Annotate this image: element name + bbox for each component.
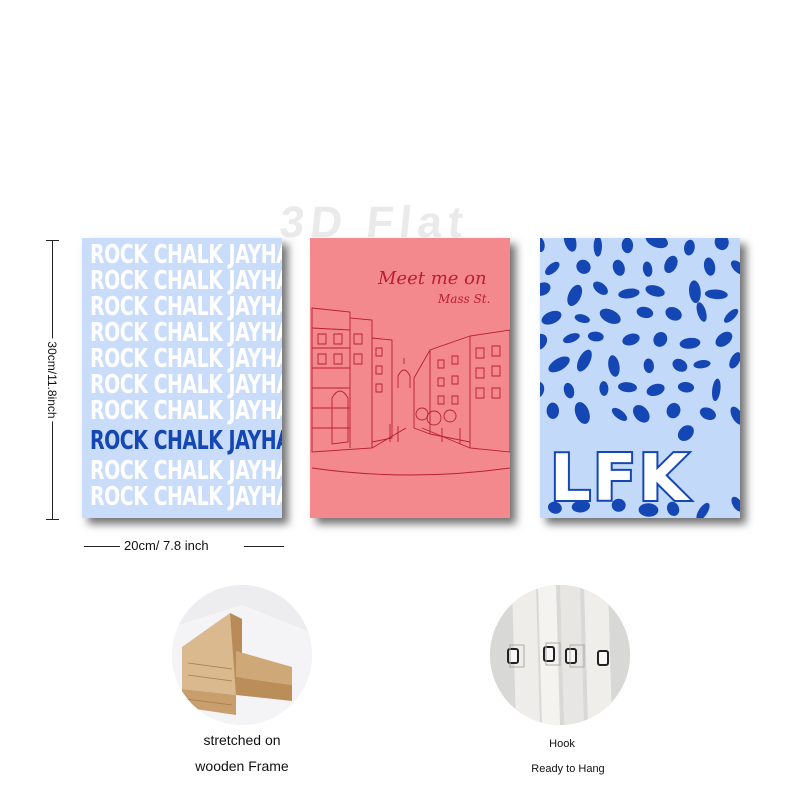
leopard-spot [714, 238, 729, 251]
frame-caption-line2: wooden Frame [195, 758, 289, 774]
leopard-spot [593, 281, 608, 295]
leopard-spot [645, 238, 668, 249]
leopard-spot [541, 310, 562, 325]
repeated-text-row: ROCK CHALK JAYHAWK [90, 370, 282, 400]
leopard-spot [693, 359, 711, 369]
leopard-spot [599, 381, 609, 396]
hook-caption-line2: Ready to Hang [531, 763, 605, 775]
leopard-spot [611, 407, 628, 421]
leopard-spot [574, 314, 590, 324]
leopard-spot [699, 407, 716, 421]
leopard-spot [618, 382, 637, 393]
repeated-text-row: ROCK CHALK JAYHAWK [90, 240, 282, 270]
leopard-spot [576, 259, 591, 274]
leopard-spot [653, 332, 668, 347]
street-sketch-illustration [311, 307, 510, 476]
repeated-text-row: ROCK CHALK JAYHAWK [90, 344, 282, 374]
leopard-spot [545, 261, 560, 276]
wooden-frame-illustration [172, 585, 312, 725]
width-dimension-line-left [84, 546, 120, 547]
leopard-spot [633, 405, 650, 423]
leopard-spot [587, 331, 604, 342]
height-dimension-tick-top [46, 240, 59, 241]
leopard-spot [571, 500, 591, 513]
repeated-text-row: ROCK CHALK JAYHAWK [90, 292, 282, 322]
leopard-spot [677, 381, 695, 393]
leopard-spot [548, 356, 570, 373]
leopard-spot [563, 333, 580, 344]
repeated-text-row: ROCK CHALK JAYHAWK [90, 318, 282, 348]
leopard-spot [563, 238, 577, 252]
width-dimension-label: 20cm/ 7.8 inch [124, 538, 209, 553]
repeated-text-row: ROCK CHALK JAYHAWK [90, 266, 282, 296]
highlight-text-row: ROCK CHALK JAYHAWK [90, 426, 282, 456]
leopard-spot [622, 333, 640, 346]
print-lfk-leopard: LFK [540, 238, 740, 518]
print-meet-me-on-mass-st: Meet me on Mass St. [310, 238, 510, 518]
repeated-text-row: ROCK CHALK JAYHAWK [90, 456, 282, 486]
leopard-spot [712, 378, 721, 402]
hook-caption-line1: Hook [549, 738, 575, 750]
leopard-spot [593, 238, 602, 257]
leopard-spot [723, 308, 739, 323]
frame-caption-line1: stretched on [203, 732, 281, 748]
print-headline: Meet me on [378, 268, 487, 289]
leopard-spot [730, 260, 740, 275]
width-dimension-line-right [244, 546, 284, 547]
leopard-spot [567, 284, 583, 306]
leopard-spot [730, 406, 740, 425]
leopard-spot [563, 382, 575, 399]
leopard-pattern-illustration [540, 238, 740, 518]
leopard-spot [677, 425, 694, 441]
leopard-spot [540, 238, 545, 253]
leopard-spot [621, 238, 634, 254]
hook-illustration [490, 585, 630, 725]
leopard-spot [540, 333, 548, 350]
wooden-frame-photo [172, 585, 312, 725]
repeated-text-row: ROCK CHALK JAYHAWK [90, 396, 282, 426]
print-rock-chalk-jayhawk: ROCK CHALK JAYHAWK ROCK CHALK JAYHAWK RO… [82, 238, 282, 518]
leopard-spot [704, 289, 728, 300]
leopard-spot [574, 402, 590, 424]
leopard-spot [731, 496, 740, 512]
repeated-text-row: ROCK CHALK JAYHAWK [90, 482, 282, 512]
leopard-spot [665, 306, 682, 321]
leopard-spot [715, 331, 733, 347]
height-dimension-label: 30cm/11.8inch [45, 338, 59, 422]
leopard-spot [638, 503, 659, 517]
leopard-spot [547, 501, 562, 514]
leopard-spot [546, 402, 560, 419]
leopard-spot [696, 502, 710, 518]
leopard-spot [679, 337, 701, 349]
height-dimension-tick-bottom [46, 519, 59, 520]
leopard-spot [611, 498, 626, 512]
leopard-spot [540, 381, 545, 399]
leopard-spot [599, 308, 621, 324]
leopard-spot [642, 261, 653, 277]
leopard-spot [672, 358, 688, 372]
leopard-spot [645, 285, 665, 297]
leopard-spot [684, 239, 695, 256]
leopard-spot [666, 501, 680, 517]
leopard-spot [576, 349, 592, 372]
leopard-spot [666, 402, 681, 419]
leopard-spot [540, 282, 551, 296]
print-lfk-text: LFK [548, 440, 691, 518]
leopard-spot [646, 383, 665, 397]
leopard-spot [608, 355, 620, 377]
leopard-spot [729, 352, 740, 369]
leopard-spot [636, 306, 654, 319]
leopard-spot [612, 259, 625, 276]
leopard-spot [689, 280, 701, 304]
leopard-spot [618, 288, 640, 299]
print-subline: Mass St. [438, 292, 491, 306]
hook-photo [490, 585, 630, 725]
leopard-spot [703, 257, 716, 276]
leopard-spot [664, 255, 678, 273]
leopard-spot [696, 302, 707, 322]
leopard-spot [643, 358, 654, 374]
